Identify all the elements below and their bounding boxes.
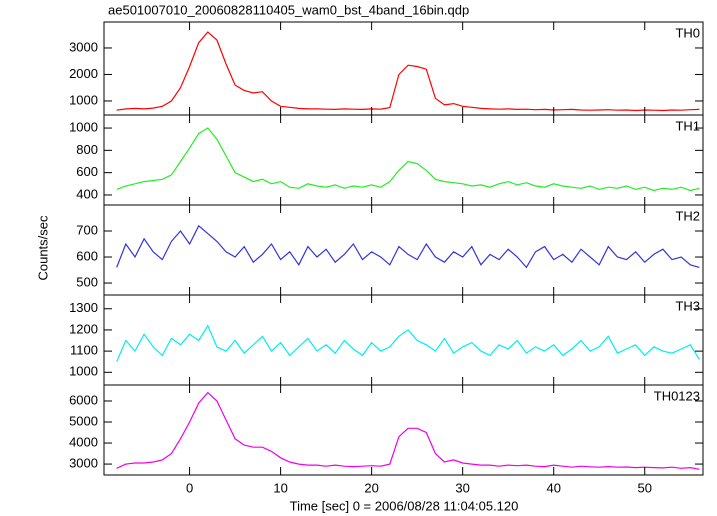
- panel-frame: [103, 21, 704, 116]
- panel-frame: [103, 294, 704, 386]
- x-axis-label: Time [sec] 0 = 2006/08/28 11:04:05.120: [290, 498, 519, 513]
- y-tick-label: 4000: [69, 434, 98, 449]
- y-tick-label: 1000: [69, 92, 98, 107]
- panel-label: TH2: [675, 208, 700, 223]
- y-tick-label: 3000: [69, 456, 98, 471]
- y-tick-label: 400: [76, 186, 98, 201]
- light-curve: [116, 127, 700, 192]
- panel-label: TH0123: [654, 388, 700, 403]
- panel-label: TH0: [675, 25, 700, 40]
- y-axis-label: Counts/sec: [35, 215, 50, 281]
- y-tick-label: 1000: [69, 364, 98, 379]
- light-curve: [116, 391, 700, 470]
- x-tick-label: 30: [455, 480, 469, 495]
- x-tick-label: 20: [364, 480, 378, 495]
- y-tick-label: 600: [76, 248, 98, 263]
- y-tick-label: 1100: [70, 343, 98, 358]
- y-tick-label: 2000: [69, 66, 98, 81]
- x-tick-label: 40: [546, 480, 560, 495]
- panel-label: TH1: [675, 118, 700, 133]
- panel-label: TH3: [675, 298, 700, 313]
- y-tick-label: 1000: [69, 119, 98, 134]
- x-tick-label: 50: [638, 480, 652, 495]
- x-tick-label: 10: [273, 480, 287, 495]
- light-curve: [116, 324, 700, 362]
- x-tick-label: 0: [186, 480, 193, 495]
- chart-title: ae501007010_20060828110405_wam0_bst_4ban…: [108, 2, 469, 17]
- y-tick-label: 3000: [69, 39, 98, 54]
- y-tick-label: 700: [76, 222, 98, 237]
- y-tick-label: 800: [76, 142, 98, 157]
- y-tick-label: 1200: [69, 321, 98, 336]
- panel-frame: [103, 384, 704, 476]
- y-tick-label: 5000: [69, 413, 98, 428]
- light-curve: [116, 31, 700, 112]
- panel-frame: [103, 114, 704, 206]
- y-tick-label: 6000: [69, 392, 98, 407]
- y-tick-label: 1300: [69, 300, 98, 315]
- y-tick-label: 500: [76, 274, 98, 289]
- y-tick-label: 600: [76, 164, 98, 179]
- light-curve: [116, 224, 700, 269]
